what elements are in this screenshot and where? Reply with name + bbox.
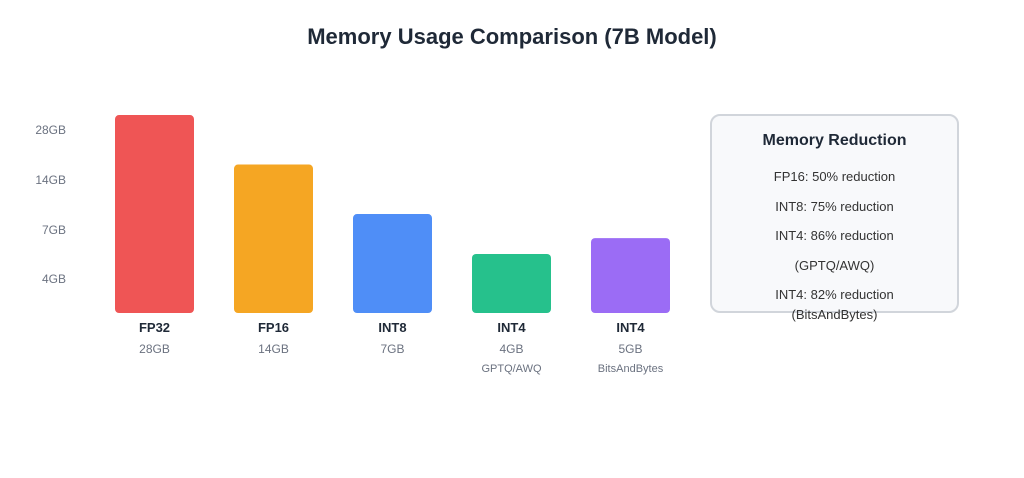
category-label: FP16 xyxy=(258,320,289,335)
reduction-item: INT4: 86% reduction xyxy=(775,228,894,243)
value-label: 28GB xyxy=(139,342,170,356)
y-tick-label: 4GB xyxy=(42,272,66,286)
reduction-item: (GPTQ/AWQ) xyxy=(794,258,875,273)
category-label: INT4 xyxy=(497,320,526,335)
value-label: 14GB xyxy=(258,342,289,356)
chart-title: Memory Usage Comparison (7B Model) xyxy=(307,24,717,49)
category-label: FP32 xyxy=(139,320,170,335)
bar-fp16 xyxy=(234,164,313,313)
y-tick-label: 28GB xyxy=(35,123,66,137)
category-label: INT8 xyxy=(378,320,406,335)
bar-int8 xyxy=(353,214,432,313)
bar-int4 xyxy=(472,254,551,313)
value-label: 4GB xyxy=(499,342,523,356)
reduction-item: INT4: 82% reduction xyxy=(775,287,894,302)
sub-label: BitsAndBytes xyxy=(598,363,664,375)
reduction-item: INT8: 75% reduction xyxy=(775,199,894,214)
sub-label: GPTQ/AWQ xyxy=(481,363,542,375)
y-tick-label: 7GB xyxy=(42,223,66,237)
value-label: 5GB xyxy=(618,342,642,356)
category-label: INT4 xyxy=(616,320,645,335)
bar-int4 xyxy=(591,238,670,313)
bar-fp32 xyxy=(115,115,194,313)
value-label: 7GB xyxy=(380,342,404,356)
y-tick-label: 14GB xyxy=(35,173,66,187)
memory-reduction-panel: Memory Reduction FP16: 50% reduction INT… xyxy=(710,114,959,322)
panel-title: Memory Reduction xyxy=(762,132,907,149)
reduction-item: FP16: 50% reduction xyxy=(773,169,896,184)
reduction-item: (BitsAndBytes) xyxy=(791,307,878,322)
